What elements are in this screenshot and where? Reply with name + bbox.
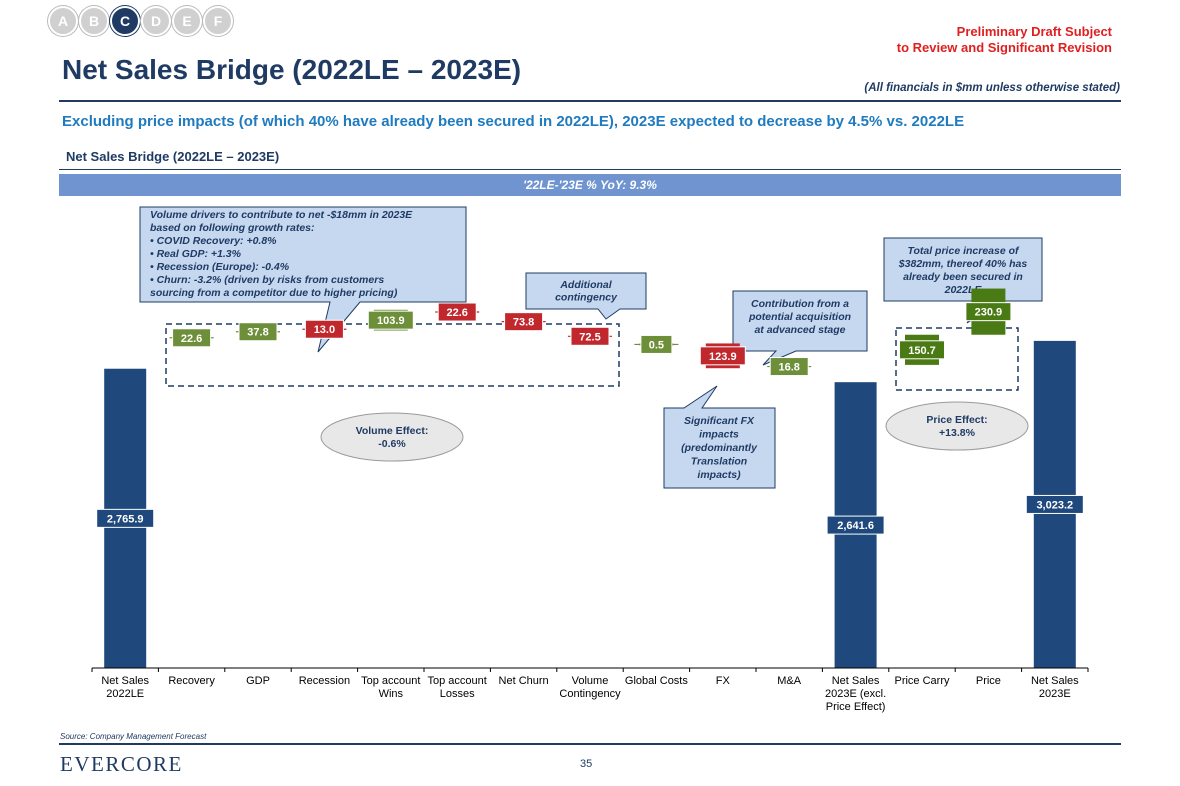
volume-drivers-callout-line: sourcing from a competitor due to higher… [150, 287, 398, 299]
bar-fx-label: 123.9 [709, 351, 737, 363]
fx-callout [663, 385, 776, 489]
price-increase-callout-line: $382mm, thereof 40% has [898, 258, 1028, 270]
bar-gdp-label-box [238, 322, 278, 342]
contingency-callout-line: Additional [559, 279, 612, 291]
section-tab-e[interactable]: E [172, 6, 202, 36]
bar-price-label-box [965, 302, 1012, 322]
x-label-recession: Recession [298, 675, 351, 687]
bar-top-account-wins-label: 103.9 [377, 315, 405, 327]
bar-m-a-label: 16.8 [778, 362, 799, 374]
headline: Excluding price impacts (of which 40% ha… [62, 113, 965, 130]
bar-net-sales-2023e-excl-price-effect-label-box [826, 515, 885, 535]
footer-divider [59, 743, 1121, 745]
section-title: Net Sales Bridge (2022LE – 2023E) [66, 149, 280, 164]
x-label-fx: FX [715, 675, 730, 687]
bar-price-carry-label-box [899, 340, 945, 360]
volume-drivers-callout-line: Volume drivers to contribute to net -$18… [150, 209, 413, 221]
bar-fx-label-box [699, 346, 746, 366]
bar-net-sales-2022le-label: 2,765.9 [107, 513, 144, 525]
x-label-volume-contingency: Volume Contingency [559, 675, 621, 700]
volume-effect-ellipse-line: Volume Effect: [356, 425, 429, 437]
bar-net-sales-2022le-label-box [96, 508, 155, 528]
volume-drivers-callout-line: • COVID Recovery: +0.8% [150, 235, 277, 247]
section-tab-a[interactable]: A [48, 6, 78, 36]
price-effect-ellipse-line: Price Effect: [926, 414, 987, 426]
price-effect-ellipse-line: +13.8% [939, 427, 976, 439]
bar-recovery-label: 22.6 [181, 333, 202, 345]
x-label-price: Price [975, 675, 1001, 687]
bar-gdp-label: 37.8 [247, 327, 268, 339]
bar-top-account-losses-label-box [437, 302, 477, 322]
fx-callout-line: Translation [691, 456, 747, 468]
x-label-net-churn: Net Churn [498, 675, 549, 687]
bar-net-sales-2023e-label-box [1025, 494, 1084, 514]
acquisition-callout-line: potential acquisition [748, 311, 851, 323]
bar-price-carry-label: 150.7 [908, 345, 936, 357]
x-label-price-carry: Price Carry [894, 675, 950, 687]
volume-drivers-callout-line: • Recession (Europe): -0.4% [150, 261, 290, 273]
fx-callout-line: (predominantly [681, 442, 758, 454]
x-label-global-costs: Global Costs [624, 675, 688, 687]
x-label-top-account-wins: Top account Wins [361, 675, 421, 700]
bar-top-account-losses-label: 22.6 [446, 307, 467, 319]
volume-group-box [165, 323, 620, 387]
fx-callout-line: Significant FX [684, 415, 755, 427]
bar-recession-label-box [304, 319, 344, 339]
bar-price-label: 230.9 [975, 307, 1003, 319]
x-label-net-sales-2023e: Net Sales 2023E [1030, 675, 1079, 700]
section-tab-d[interactable]: D [141, 6, 171, 36]
price-group-box [895, 327, 1019, 391]
volume-drivers-callout-line: • Real GDP: +1.3% [150, 248, 242, 260]
financials-note: (All financials in $mm unless otherwise … [864, 82, 1120, 94]
draft-notice-line1: Preliminary Draft Subject [956, 24, 1112, 39]
evercore-logo: EVERCORE [60, 752, 183, 776]
draft-notice: Preliminary Draft Subject to Review and … [897, 24, 1112, 56]
fx-callout-line: impacts [699, 429, 739, 441]
x-label-net-sales-2023e-excl-price-effect: Net Sales 2023E (excl. Price Effect) [825, 675, 887, 713]
acquisition-callout-line: Contribution from a [751, 298, 849, 310]
contingency-callout-line: contingency [555, 292, 618, 304]
bar-volume-contingency-label: 72.5 [579, 331, 600, 343]
acquisition-callout-line: at advanced stage [754, 324, 845, 336]
fx-callout-line: impacts) [697, 469, 741, 481]
x-label-m-a: M&A [777, 675, 802, 687]
x-label-gdp: GDP [246, 675, 270, 687]
price-effect-ellipse [885, 401, 1029, 451]
bar-recession-label: 13.0 [314, 324, 335, 336]
title-divider [59, 100, 1121, 102]
page-number: 35 [580, 758, 593, 770]
bar-recovery-label-box [172, 328, 212, 348]
contingency-callout [525, 272, 647, 320]
volume-drivers-callout-line: based on following growth rates: [150, 222, 315, 234]
bar-net-churn-label-box [504, 312, 544, 332]
section-tab-c[interactable]: C [110, 6, 140, 36]
section-tab-f[interactable]: F [203, 6, 233, 36]
x-label-top-account-losses: Top account Losses [427, 675, 487, 700]
price-increase-callout-line: already been secured in [903, 271, 1023, 283]
volume-drivers-callout-line: • Churn: -3.2% (driven by risks from cus… [150, 274, 384, 286]
bar-top-account-wins-label-box [367, 310, 414, 330]
bar-net-sales-2023e-label: 3,023.2 [1036, 499, 1073, 511]
section-tab-b[interactable]: B [79, 6, 109, 36]
bar-global-costs-label-box [640, 334, 673, 354]
x-label-net-sales-2022le: Net Sales 2022LE [101, 675, 150, 700]
x-label-recovery: Recovery [168, 675, 215, 687]
volume-effect-ellipse [320, 412, 464, 462]
bar-global-costs-label: 0.5 [649, 339, 664, 351]
price-increase-callout-line: Total price increase of [907, 245, 1020, 257]
bar-net-sales-2023e-excl-price-effect-label: 2,641.6 [837, 520, 874, 532]
source-note: Source: Company Management Forecast [60, 732, 207, 741]
bar-volume-contingency-label-box [570, 326, 610, 346]
section-divider [59, 169, 1121, 170]
page-title: Net Sales Bridge (2022LE – 2023E) [62, 54, 522, 85]
bar-net-churn-label: 73.8 [513, 317, 534, 329]
volume-effect-ellipse-line: -0.6% [378, 438, 406, 450]
bar-m-a-label-box [769, 357, 809, 377]
draft-notice-line2: to Review and Significant Revision [896, 40, 1112, 55]
yoy-banner: '22LE-'23E % YoY: 9.3% [59, 174, 1121, 196]
